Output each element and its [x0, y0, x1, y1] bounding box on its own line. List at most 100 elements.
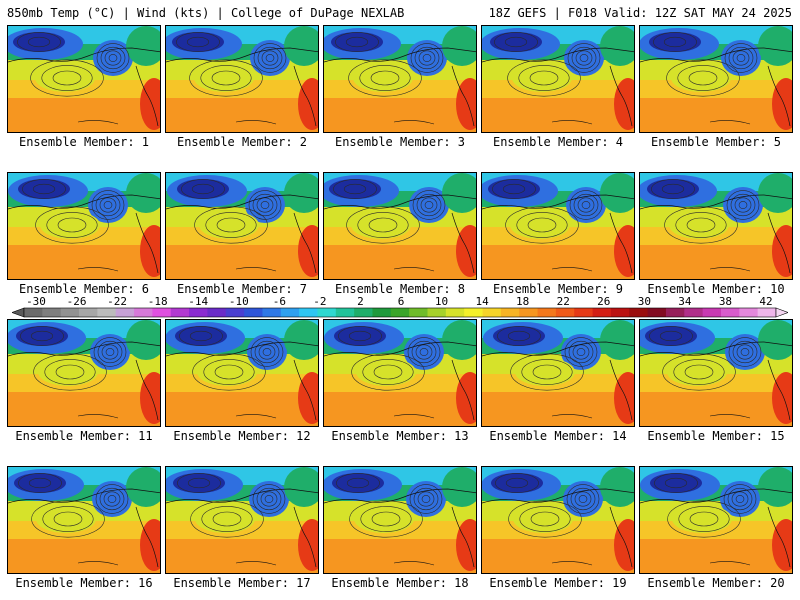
height-contour [521, 359, 573, 385]
temperature-map [324, 173, 476, 279]
ensemble-member-map [481, 466, 635, 574]
cold-low-region [564, 40, 604, 76]
height-contour [419, 348, 429, 356]
colorbar-min-arrow [12, 307, 25, 318]
coastline [166, 194, 318, 210]
height-contour [414, 46, 440, 70]
cold-air-core [16, 326, 68, 346]
height-contour [420, 197, 438, 213]
height-contour [731, 491, 749, 507]
height-contour [261, 50, 279, 66]
coastline [235, 414, 277, 419]
mild-air-region [284, 320, 318, 360]
height-contour [52, 70, 82, 86]
height-contour [410, 43, 444, 73]
height-contour [91, 190, 125, 220]
height-contour [20, 326, 64, 346]
cold-air-core [645, 326, 697, 346]
temperature-map [482, 173, 634, 279]
height-contour [260, 201, 270, 209]
height-contour [730, 193, 756, 217]
height-contour [664, 477, 688, 489]
temperature-map [640, 26, 792, 132]
colorbar-tick-label: 18 [516, 295, 530, 308]
warm-pocket [351, 211, 411, 239]
height-contour [216, 217, 246, 233]
ensemble-member-label: Ensemble Member: 5 [650, 135, 782, 149]
coastline [166, 341, 318, 357]
cold-low-region [407, 40, 447, 76]
colorbar-scale [12, 307, 788, 318]
warm-pocket [356, 358, 416, 386]
ensemble-member-label: Ensemble Member: 17 [173, 576, 311, 590]
height-contour [30, 330, 54, 342]
colorbar-max-arrow [775, 307, 788, 318]
ensemble-member-label: Ensemble Member: 14 [489, 429, 627, 443]
coastline [293, 212, 317, 274]
height-contour [96, 43, 130, 73]
warm-pocket [671, 64, 731, 92]
height-contour [518, 65, 570, 91]
height-contour [510, 353, 584, 391]
coastline [8, 488, 160, 504]
temperature-band [8, 98, 160, 132]
height-contour [371, 511, 401, 527]
height-contour [728, 337, 762, 367]
warm-pocket [515, 358, 575, 386]
temperature-map [166, 173, 318, 279]
height-contour [214, 364, 244, 380]
height-contour [186, 36, 210, 48]
temperature-map [8, 173, 160, 279]
ensemble-member-map [7, 466, 161, 574]
colorbar-segment [280, 308, 300, 317]
coastline [393, 267, 435, 272]
height-contour [211, 70, 241, 86]
height-contour [360, 506, 412, 532]
coastline [767, 359, 791, 421]
colorbar-segment [335, 308, 355, 317]
height-contour [27, 36, 51, 48]
height-contour [335, 32, 379, 52]
temperature-map [166, 26, 318, 132]
height-contour [530, 511, 560, 527]
colorbar-tick-label: -10 [228, 295, 249, 308]
colorbar-segment [207, 308, 227, 317]
colorbar: -30 -26 -22 -18 -14 -10 -6 -2 2 6 10 14 18 22 26 30 34 38… [12, 295, 788, 320]
coastline [393, 120, 435, 125]
height-contour [346, 477, 370, 489]
colorbar-segment [574, 308, 593, 317]
coastline [293, 65, 317, 127]
colorbar-segment [610, 308, 630, 317]
height-contour [732, 340, 758, 364]
temperature-band [8, 392, 160, 426]
cold-air-core [647, 179, 699, 199]
ensemble-member-label: Ensemble Member: 6 [18, 282, 150, 296]
ensemble-member-map [639, 466, 793, 574]
colorbar-segment [24, 308, 43, 317]
warm-pocket [672, 505, 732, 533]
ensemble-member-label: Ensemble Member: 13 [331, 429, 469, 443]
height-contour [254, 340, 280, 364]
coastline [767, 212, 791, 274]
colorbar-tick-label: 22 [556, 295, 570, 308]
ensemble-member-map [639, 319, 793, 427]
mild-air-region [126, 467, 160, 507]
colorbar-segment [189, 308, 208, 317]
colorbar-ticks: -30 -26 -22 -18 -14 -10 -6 -2 2 6 10 14 18 22 26 30 34 38… [12, 295, 788, 308]
height-contour [735, 495, 745, 503]
mild-air-region [442, 173, 476, 213]
height-contour [667, 500, 741, 538]
height-contour [727, 487, 753, 511]
height-contour [362, 359, 414, 385]
height-contour [732, 50, 750, 66]
coastline [551, 120, 593, 125]
cold-low-region [725, 334, 765, 370]
temperature-band [482, 392, 634, 426]
height-contour [256, 197, 274, 213]
cold-low-region [249, 481, 289, 517]
colorbar-tick-label: 14 [475, 295, 489, 308]
coastline [640, 194, 792, 210]
height-contour [577, 197, 595, 213]
temperature-band [8, 539, 160, 573]
height-contour [569, 190, 603, 220]
